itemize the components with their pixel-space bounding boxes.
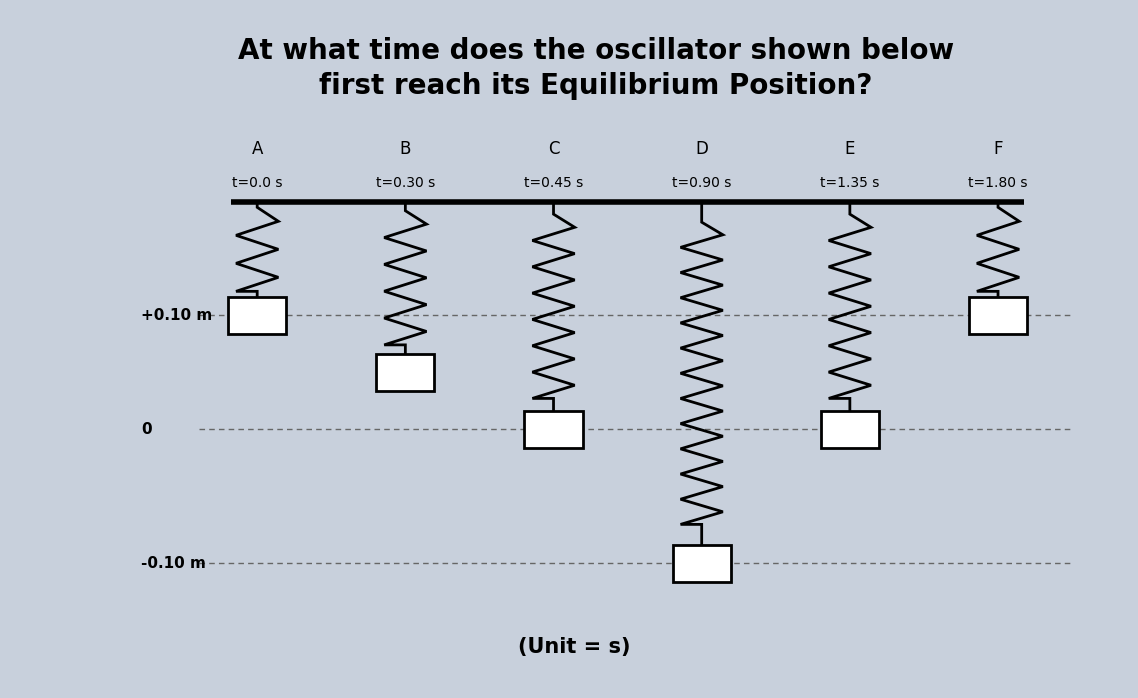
Text: B: B [399,140,411,158]
Text: t=0.0 s: t=0.0 s [232,175,282,190]
Text: 0: 0 [141,422,151,437]
Text: At what time does the oscillator shown below
first reach its Equilibrium Positio: At what time does the oscillator shown b… [238,38,954,100]
Text: t=0.45 s: t=0.45 s [523,175,583,190]
Text: +0.10 m: +0.10 m [141,308,212,323]
Bar [228,297,287,334]
Text: t=0.30 s: t=0.30 s [376,175,435,190]
Text: (Unit = s): (Unit = s) [519,637,630,658]
Bar [377,354,435,391]
Text: E: E [844,140,855,158]
Bar [820,411,879,448]
Bar [673,545,731,582]
Text: F: F [993,140,1003,158]
Text: C: C [547,140,559,158]
Bar [968,297,1028,334]
Text: t=1.35 s: t=1.35 s [820,175,880,190]
Bar [525,411,583,448]
Text: t=0.90 s: t=0.90 s [673,175,732,190]
Text: t=1.80 s: t=1.80 s [968,175,1028,190]
Text: -0.10 m: -0.10 m [141,556,206,571]
Text: A: A [251,140,263,158]
Text: D: D [695,140,708,158]
